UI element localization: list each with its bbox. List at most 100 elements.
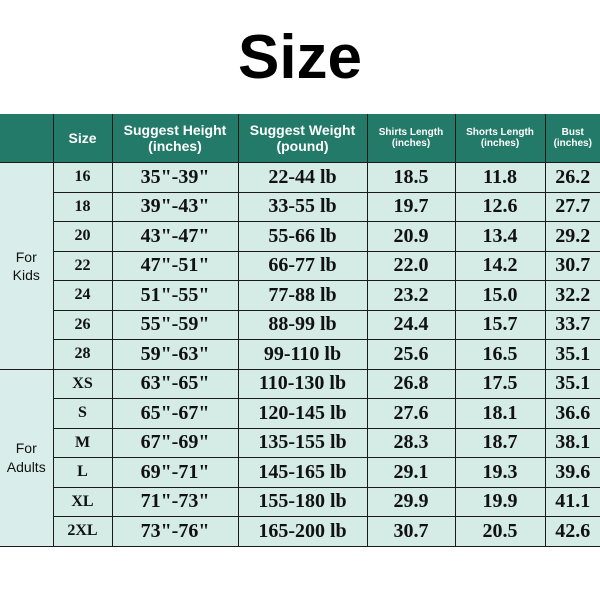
cell-bust: 35.1 [544, 339, 600, 370]
table-row: For Kids 16 35"-39" 22-44 lb 18.5 11.8 26.2 [0, 162, 600, 370]
cell-height: 59"-63" [111, 339, 239, 370]
table-row: M 67"-69" 135-155 lb 28.3 18.7 38.1 [0, 427, 600, 458]
cell-shirts-length: 18.5 [366, 162, 456, 193]
cell-bust: 32.2 [544, 280, 600, 311]
header-row: Size Suggest Height (inches) Suggest Weig… [0, 114, 600, 163]
group-label: Kids [12, 266, 40, 283]
cell-size: 16 [52, 162, 113, 193]
header-bust-label: Bust [561, 126, 584, 138]
cell-weight: 145-165 lb [237, 457, 368, 488]
cell-shirts-length: 22.0 [366, 250, 456, 281]
cell-bust: 38.1 [544, 427, 600, 458]
table-row: 20 43"-47" 55-66 lb 20.9 13.4 29.2 [0, 221, 600, 252]
cell-bust: 26.2 [544, 162, 600, 193]
cell-weight: 165-200 lb [237, 516, 368, 547]
chart-title: Size [237, 23, 363, 92]
table-row: XL 71"-73" 155-180 lb 29.9 19.9 41.1 [0, 486, 600, 517]
header-weight: Suggest Weight (pound) [237, 114, 368, 163]
cell-weight: 120-145 lb [237, 398, 368, 429]
header-bust: Bust (inches) [544, 114, 600, 163]
cell-shorts-length: 17.5 [454, 368, 546, 399]
table-row: 22 47"-51" 66-77 lb 22.0 14.2 30.7 [0, 250, 600, 281]
cell-shirts-length: 20.9 [366, 221, 456, 252]
cell-shorts-length: 20.5 [454, 516, 546, 547]
group-label: For [15, 248, 37, 265]
cell-size: L [52, 457, 113, 488]
cell-bust: 39.6 [544, 457, 600, 488]
cell-weight: 77-88 lb [237, 280, 368, 311]
cell-size: 28 [52, 339, 113, 370]
group-adults: For Adults [0, 368, 54, 547]
header-size: Size [52, 114, 113, 163]
cell-bust: 36.6 [544, 398, 600, 429]
cell-shorts-length: 12.6 [454, 191, 546, 222]
cell-shirts-length: 27.6 [366, 398, 456, 429]
cell-weight: 33-55 lb [237, 191, 368, 222]
header-shirts: Shirts Length (inches) [366, 114, 456, 163]
cell-shorts-length: 14.2 [454, 250, 546, 281]
cell-height: 43"-47" [111, 221, 239, 252]
cell-shirts-length: 24.4 [366, 309, 456, 340]
cell-size: 18 [52, 191, 113, 222]
table-row: 2XL 73"-76" 165-200 lb 30.7 20.5 42.6 [0, 516, 600, 547]
cell-shirts-length: 29.1 [366, 457, 456, 488]
header-weight-label: Suggest Weight [249, 121, 356, 138]
cell-shirts-length: 19.7 [366, 191, 456, 222]
cell-weight: 55-66 lb [237, 221, 368, 252]
cell-height: 71"-73" [111, 486, 239, 517]
header-shirts-unit: (inches) [391, 138, 431, 149]
cell-weight: 22-44 lb [237, 162, 368, 193]
header-shorts-label: Shorts Length [466, 126, 534, 138]
cell-height: 65"-67" [111, 398, 239, 429]
cell-shorts-length: 18.7 [454, 427, 546, 458]
cell-bust: 27.7 [544, 191, 600, 222]
cell-shorts-length: 15.0 [454, 280, 546, 311]
header-shorts: Shorts Length (inches) [454, 114, 546, 163]
header-group [0, 114, 54, 163]
table-row: 24 51"-55" 77-88 lb 23.2 15.0 32.2 [0, 280, 600, 311]
cell-weight: 135-155 lb [237, 427, 368, 458]
cell-height: 51"-55" [111, 280, 239, 311]
table-row: 18 39"-43" 33-55 lb 19.7 12.6 27.7 [0, 191, 600, 222]
cell-shorts-length: 18.1 [454, 398, 546, 429]
group-kids: For Kids [0, 162, 54, 370]
cell-shorts-length: 11.8 [454, 162, 546, 193]
cell-size: XS [52, 368, 113, 399]
table-row: For Adults XS 63"-65" 110-130 lb 26.8 17.5 35.1 [0, 368, 600, 547]
cell-size: 22 [52, 250, 113, 281]
cell-bust: 30.7 [544, 250, 600, 281]
cell-size: XL [52, 486, 113, 517]
cell-height: 39"-43" [111, 191, 239, 222]
header-shorts-unit: (inches) [480, 138, 520, 149]
cell-bust: 29.2 [544, 221, 600, 252]
table-row: 28 59"-63" 99-110 lb 25.6 16.5 35.1 [0, 339, 600, 370]
cell-height: 69"-71" [111, 457, 239, 488]
cell-shirts-length: 23.2 [366, 280, 456, 311]
group-label: Adults [6, 458, 46, 475]
cell-shirts-length: 29.9 [366, 486, 456, 517]
cell-weight: 88-99 lb [237, 309, 368, 340]
cell-size: M [52, 427, 113, 458]
cell-bust: 35.1 [544, 368, 600, 399]
cell-size: 24 [52, 280, 113, 311]
header-height-unit: (inches) [148, 138, 202, 154]
cell-shorts-length: 16.5 [454, 339, 546, 370]
header-shirts-label: Shirts Length [378, 126, 444, 138]
header-height-label: Suggest Height [123, 121, 227, 138]
cell-shirts-length: 28.3 [366, 427, 456, 458]
cell-size: 2XL [52, 516, 113, 547]
cell-height: 35"-39" [111, 162, 239, 193]
cell-shirts-length: 30.7 [366, 516, 456, 547]
cell-weight: 66-77 lb [237, 250, 368, 281]
header-height: Suggest Height (inches) [111, 114, 239, 163]
cell-height: 67"-69" [111, 427, 239, 458]
table-row: L 69"-71" 145-165 lb 29.1 19.3 39.6 [0, 457, 600, 488]
cell-height: 73"-76" [111, 516, 239, 547]
cell-shirts-length: 26.8 [366, 368, 456, 399]
table-row: S 65"-67" 120-145 lb 27.6 18.1 36.6 [0, 398, 600, 429]
cell-height: 47"-51" [111, 250, 239, 281]
cell-shorts-length: 15.7 [454, 309, 546, 340]
cell-bust: 33.7 [544, 309, 600, 340]
cell-weight: 155-180 lb [237, 486, 368, 517]
group-label: For [15, 440, 37, 457]
